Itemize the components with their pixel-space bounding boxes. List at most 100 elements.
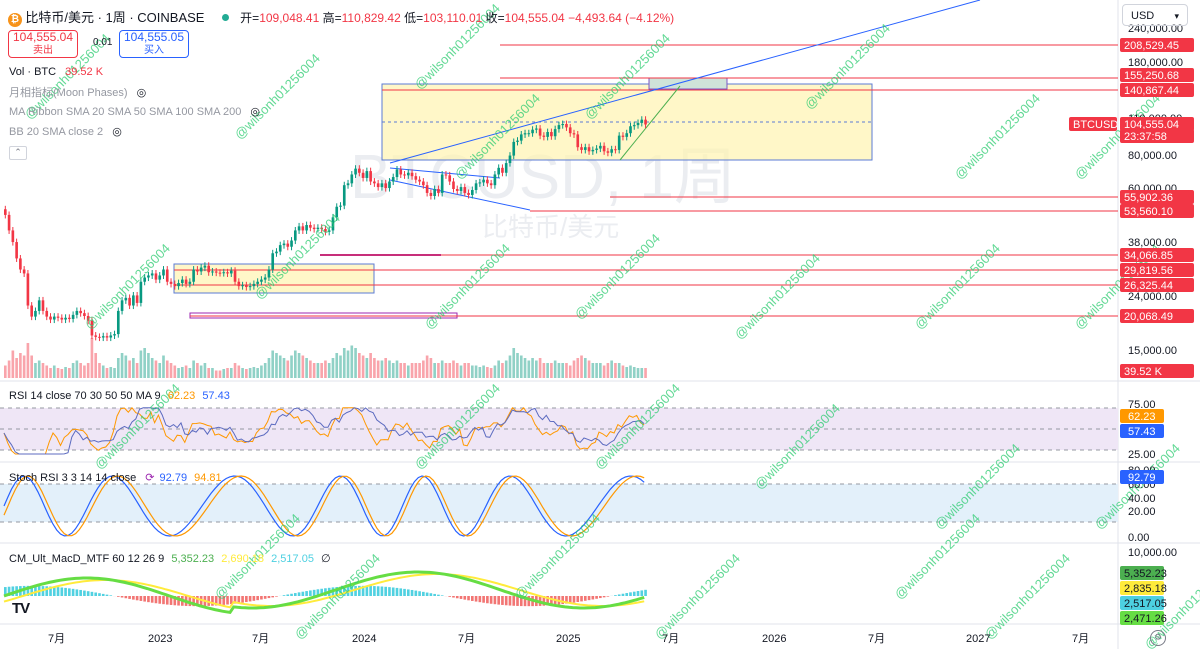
candle-body bbox=[361, 172, 365, 178]
volume-bar bbox=[501, 363, 504, 378]
macd-histogram-bar bbox=[49, 586, 52, 596]
hidden-eye-icon[interactable]: ◎ bbox=[112, 126, 122, 138]
candle-body bbox=[135, 295, 139, 303]
volume-bar bbox=[45, 365, 49, 378]
volume-bar bbox=[546, 363, 549, 378]
candle-body bbox=[203, 265, 207, 268]
candle-body bbox=[546, 132, 549, 137]
hidden-eye-icon[interactable]: ◎ bbox=[136, 87, 147, 99]
volume-bar bbox=[165, 360, 169, 378]
candle-body bbox=[331, 217, 335, 231]
candle-body bbox=[636, 122, 640, 126]
volume-bar bbox=[512, 348, 516, 378]
volume-bar bbox=[550, 363, 553, 378]
volume-bar bbox=[414, 363, 418, 378]
settings-gear-icon[interactable]: ⚙ bbox=[1150, 630, 1166, 646]
macd-histogram-bar bbox=[226, 596, 229, 605]
candle-body bbox=[64, 317, 67, 320]
symbol-title[interactable]: 比特币/美元 · 1周 · COINBASE bbox=[25, 10, 205, 25]
volume-bar bbox=[211, 368, 214, 378]
volume-bar bbox=[358, 353, 361, 378]
macd-value-bg bbox=[1120, 566, 1164, 580]
price-axis-tick: 240,000.00 bbox=[1128, 23, 1183, 35]
volume-bar bbox=[459, 365, 463, 378]
macd-histogram-bar bbox=[83, 590, 86, 596]
volume-bar bbox=[342, 348, 346, 378]
macd-legend[interactable]: CM_Ult_MacD_MTF 60 12 26 9 5,352.23 2,69… bbox=[9, 552, 331, 565]
hidden-eye-icon[interactable]: ◎ bbox=[250, 106, 261, 118]
rsi-ma-value-label: 57.43 bbox=[1128, 426, 1156, 438]
volume-bar bbox=[68, 368, 71, 378]
macd-histogram-bar bbox=[636, 591, 640, 596]
volume-bar bbox=[395, 360, 399, 378]
ma-ribbon-legend[interactable]: MA Ribbon SMA 20 SMA 50 SMA 100 SMA 200 … bbox=[9, 105, 260, 118]
volume-bar bbox=[267, 358, 271, 378]
volume-legend[interactable]: Vol · BTC 39.52 K bbox=[9, 66, 103, 78]
candle-body bbox=[248, 286, 252, 288]
macd-histogram-bar bbox=[214, 596, 218, 606]
currency-select[interactable]: USD ▾ bbox=[1122, 4, 1188, 26]
tradingview-logo-icon[interactable]: TV bbox=[12, 600, 30, 617]
watermark-stamp: @wilsonh01256004 bbox=[232, 51, 324, 143]
volume-bar bbox=[158, 363, 162, 378]
volume-bar bbox=[113, 368, 116, 378]
macd-histogram-bar bbox=[256, 596, 259, 601]
buy-button[interactable]: 104,555.05 买入 bbox=[119, 30, 189, 58]
stoch-legend[interactable]: Stoch RSI 3 3 14 14 close ⟳ 92.79 94.81 bbox=[9, 471, 222, 484]
macd-histogram-bar bbox=[158, 596, 162, 604]
volume-bar bbox=[591, 363, 595, 378]
low-label: 低= bbox=[404, 11, 424, 25]
stoch-settings-icon[interactable]: ⟳ bbox=[145, 472, 155, 484]
price-label-bg bbox=[1120, 190, 1194, 204]
price-axis-tick: 15,000.00 bbox=[1128, 345, 1177, 357]
macd-value-bg bbox=[1120, 611, 1164, 625]
macd-histogram-bar bbox=[478, 596, 482, 603]
macd-histogram-bar bbox=[173, 596, 177, 606]
candle-body bbox=[132, 295, 135, 306]
volume-bar bbox=[256, 368, 259, 378]
volume-bar bbox=[64, 367, 67, 378]
candle-body bbox=[41, 300, 45, 311]
buy-price: 104,555.05 bbox=[123, 30, 185, 44]
candle-body bbox=[493, 174, 497, 186]
macd-histogram-bar bbox=[248, 596, 252, 602]
macd-histogram-bar bbox=[640, 590, 644, 596]
close-value: 104,555.04 bbox=[504, 11, 565, 25]
volume-bar bbox=[248, 368, 252, 378]
volume-bar bbox=[324, 360, 327, 378]
candle-body bbox=[256, 281, 259, 284]
macd-histogram-bar bbox=[150, 596, 154, 603]
volume-bar bbox=[286, 360, 290, 378]
rsi-ma-line bbox=[3, 407, 645, 455]
close-label: 收= bbox=[485, 11, 505, 25]
price-axis-tick: 180,000.00 bbox=[1128, 57, 1183, 69]
sell-button[interactable]: 104,555.04 卖出 bbox=[8, 30, 78, 58]
volume-bar bbox=[305, 358, 308, 378]
macd-histogram-bar bbox=[527, 596, 531, 607]
macd-histogram-bar bbox=[489, 596, 493, 604]
candle-body bbox=[86, 316, 90, 321]
rsi-axis-tick: 75.00 bbox=[1128, 399, 1156, 411]
candle-body bbox=[629, 126, 632, 134]
volume-bar bbox=[94, 353, 98, 378]
macd-histogram-bar bbox=[501, 596, 504, 605]
price-label: 104,555.04 bbox=[1124, 119, 1179, 131]
collapse-legend-icon[interactable]: ⌃ bbox=[9, 146, 27, 160]
candle-body bbox=[482, 179, 485, 183]
moon-legend[interactable]: 月相指标(Moon Phases) ◎ bbox=[9, 84, 146, 100]
macd-histogram-bar bbox=[474, 596, 478, 602]
candle-body bbox=[576, 134, 580, 148]
candle-body bbox=[83, 313, 86, 317]
rsi-legend[interactable]: RSI 14 close 70 30 50 50 MA 9 62.23 57.4… bbox=[9, 390, 230, 402]
bb-legend[interactable]: BB 20 SMA close 2 ◎ bbox=[9, 125, 122, 138]
rsi-ma-value-bg bbox=[1120, 424, 1164, 438]
high-label: 高= bbox=[322, 11, 342, 25]
candle-body bbox=[369, 171, 372, 182]
chevron-down-icon: ▾ bbox=[1174, 11, 1179, 21]
volume-bar bbox=[482, 365, 485, 378]
candle-body bbox=[610, 149, 613, 153]
volume-bar bbox=[199, 365, 203, 378]
volume-bar bbox=[644, 368, 647, 378]
volume-bar bbox=[128, 360, 131, 378]
